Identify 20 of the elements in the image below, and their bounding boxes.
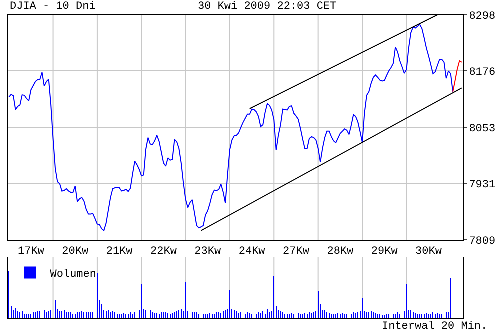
x-tick-label: 23Kw [194, 246, 222, 258]
y-tick-label: 8298 [469, 10, 496, 23]
x-tick-label: 29Kw [371, 246, 398, 258]
y-tick-label: 7931 [469, 180, 496, 192]
x-tick-label: 27Kw [283, 246, 310, 258]
x-tick-label: 20Kw [62, 246, 89, 258]
x-tick-label: 17Kw [18, 246, 45, 258]
chart-title: DJIA - 10 Dni [10, 1, 96, 13]
y-tick-label: 8053 [469, 124, 496, 136]
x-tick-label: 30Kw [416, 246, 442, 258]
y-tick-label: 7809 [469, 236, 496, 248]
x-tick-label: 21Kw [106, 246, 134, 258]
line-series [452, 60, 462, 92]
y-tick-label: 8176 [469, 66, 496, 79]
chart-subtitle: 30 Kwi 2009 22:03 CET [198, 1, 338, 13]
x-tick-label: 28Kw [327, 246, 354, 258]
x-tick-label: 24Kw [238, 246, 266, 258]
x-tick-label: 22Kw [150, 246, 178, 258]
line-series [8, 24, 454, 232]
text: Interwal 20 Min. [382, 321, 488, 333]
